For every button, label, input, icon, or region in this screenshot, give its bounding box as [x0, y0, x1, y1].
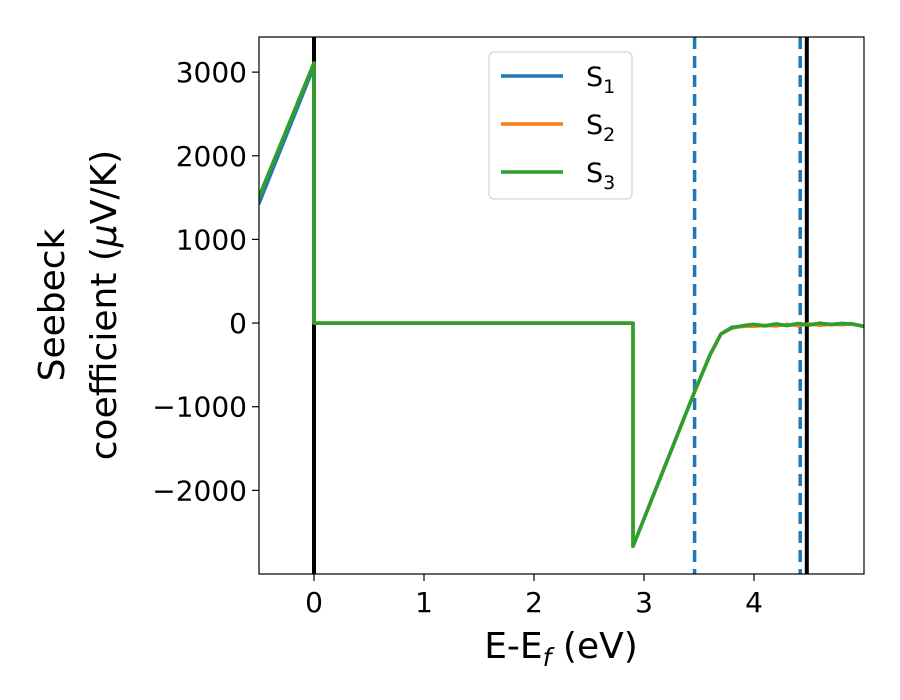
- legend: S1 S2 S3: [488, 51, 633, 200]
- y-tick-label: 0: [229, 307, 247, 340]
- y-tick-label: −1000: [152, 391, 247, 424]
- x-axis-title-main: E-E: [484, 626, 542, 667]
- series-lines: [259, 61, 864, 549]
- legend-label-3: S3: [586, 158, 615, 194]
- x-tick-label: 2: [525, 586, 543, 619]
- legend-label-1: S1: [586, 62, 615, 98]
- x-axis-title-tail: (eV): [551, 626, 637, 667]
- y-tick-label: 3000: [176, 56, 247, 89]
- y-axis-title-prefix: coefficient (: [84, 247, 125, 460]
- y-tick-label: −2000: [152, 474, 247, 507]
- x-tick-label: 0: [305, 586, 323, 619]
- legend-label-2: S2: [586, 110, 615, 146]
- plot-frame: [258, 36, 865, 575]
- y-axis-title-mu: μ: [84, 224, 125, 248]
- series-line-3: [259, 61, 864, 549]
- y-axis-title: Seebeck coefficient (μV/K): [32, 150, 125, 460]
- y-axis-title-line1: Seebeck: [32, 228, 73, 381]
- x-axis-title: E-Ef (eV): [484, 626, 638, 672]
- y-tick-label: 2000: [176, 140, 247, 173]
- x-tick-label: 1: [415, 586, 433, 619]
- x-tick-label: 3: [635, 586, 653, 619]
- x-axis: 0 1 2 3 4: [305, 574, 763, 619]
- x-tick-label: 4: [745, 586, 763, 619]
- y-axis-title-line2: coefficient (μV/K): [84, 150, 125, 460]
- y-axis: −2000 −1000 0 1000 2000 3000: [152, 56, 259, 507]
- y-tick-label: 1000: [176, 223, 247, 256]
- y-axis-title-suffix: V/K): [84, 150, 125, 224]
